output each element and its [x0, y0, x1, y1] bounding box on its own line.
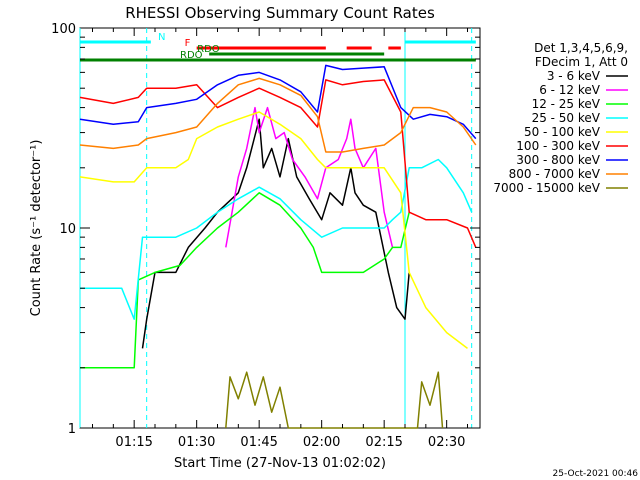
chart-title: RHESSI Observing Summary Count Rates	[125, 4, 435, 22]
y-tick-label-0: 1	[68, 422, 76, 437]
y-tick-label-1: 10	[59, 222, 76, 237]
y-tick-label-2: 100	[51, 22, 76, 37]
legend-label-8: 7000 - 15000 keV	[493, 181, 600, 195]
legend-title-line-1: Det 1,3,4,5,6,9,	[534, 41, 628, 55]
x-axis: 01:15 01:30 01:45 02:00 02:15 02:30	[92, 28, 468, 450]
flag-label-1: F	[185, 38, 191, 49]
series-line-4	[79, 111, 468, 349]
legend-label-6: 300 - 800 keV	[516, 153, 600, 167]
y-axis: 1 10 100	[51, 22, 480, 437]
x-tick-label-3: 02:00	[303, 435, 340, 450]
x-tick-label-4: 02:15	[365, 435, 402, 450]
x-tick-label-5: 02:30	[428, 435, 465, 450]
series-line-1	[225, 106, 394, 248]
series-line-5	[79, 79, 477, 248]
series-line-6	[79, 64, 477, 140]
legend-label-2: 12 - 25 keV	[532, 97, 601, 111]
vertical-markers	[79, 28, 473, 428]
x-tick-label-1: 01:30	[178, 435, 215, 450]
flag-label-2: RDO	[197, 44, 220, 55]
legend-label-3: 25 - 50 keV	[532, 111, 601, 125]
series-line-3	[80, 158, 473, 320]
flag-label-3: RDO	[180, 50, 203, 61]
x-tick-label-0: 01:15	[115, 435, 152, 450]
series-line-8	[225, 371, 444, 429]
series-line-2	[80, 192, 410, 369]
legend-label-1: 6 - 12 keV	[539, 83, 601, 97]
y-axis-label: Count Rate (s⁻¹ detector⁻¹)	[29, 140, 44, 317]
legend-label-7: 800 - 7000 keV	[509, 167, 601, 181]
plot-frame	[79, 27, 481, 429]
series-line-0	[141, 118, 410, 349]
legend-title-line-2: FDecim 1, Att 0	[535, 55, 628, 69]
legend-label-5: 100 - 300 keV	[516, 139, 600, 153]
x-axis-label: Start Time (27-Nov-13 01:02:02)	[174, 456, 386, 471]
flag-label-0: N	[158, 32, 165, 43]
series-line-7	[79, 77, 477, 153]
x-tick-label-2: 01:45	[240, 435, 277, 450]
series-lines	[79, 64, 477, 429]
legend-label-0: 3 - 6 keV	[547, 69, 601, 83]
legend: Det 1,3,4,5,6,9, FDecim 1, Att 0 3 - 6 k…	[493, 41, 628, 195]
timestamp: 25-Oct-2021 00:46	[553, 469, 639, 479]
legend-label-4: 50 - 100 keV	[524, 125, 601, 139]
